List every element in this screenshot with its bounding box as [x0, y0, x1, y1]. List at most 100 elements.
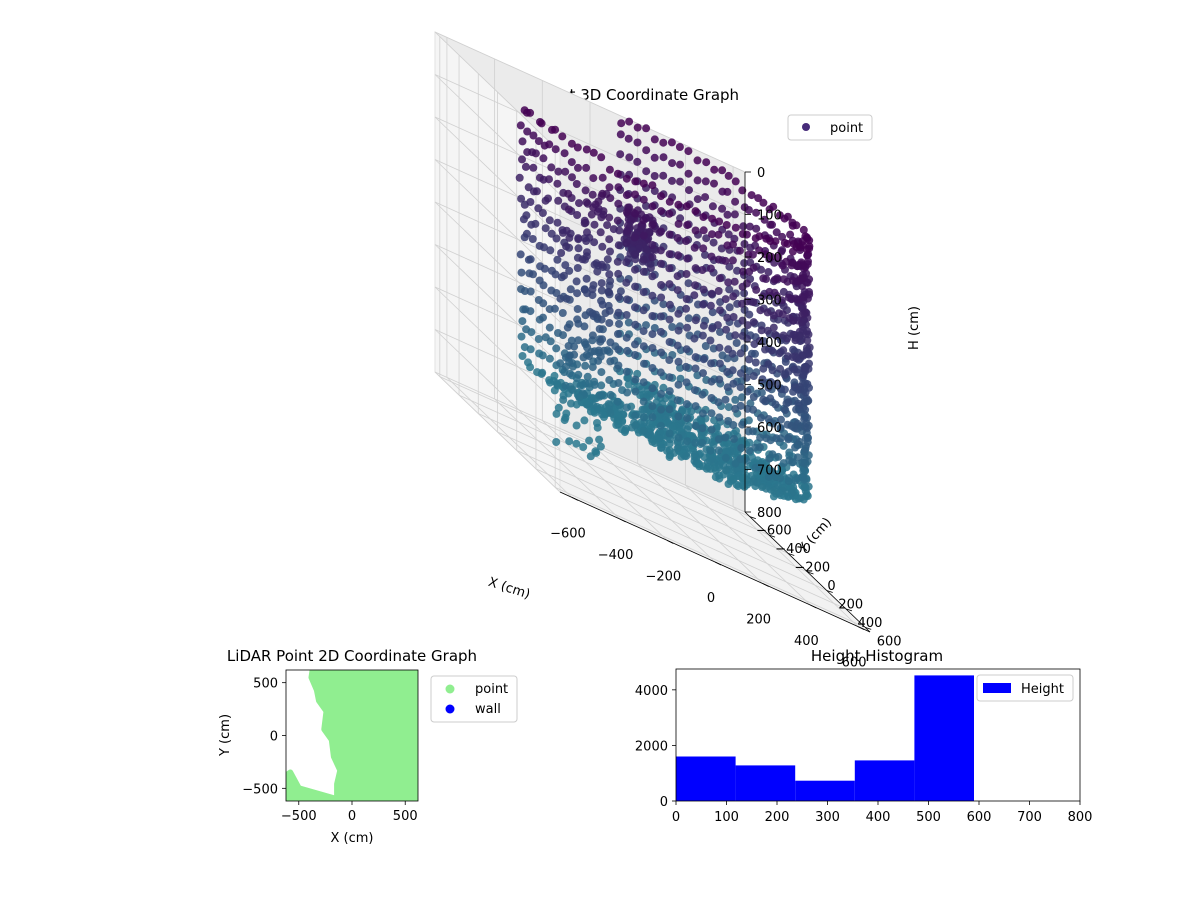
chart-3d-point	[656, 312, 665, 321]
chart-3d-point	[552, 379, 561, 388]
chart-2d-ylabel: Y (cm)	[218, 714, 233, 757]
chart-3d-point	[588, 331, 597, 340]
chart-3d-legend-box	[787, 114, 873, 141]
chart-3d-point	[665, 264, 674, 273]
chart-3d-point	[564, 189, 573, 198]
chart-3d-point	[783, 420, 792, 429]
chart-3d-point	[762, 434, 771, 443]
chart-3d-point	[521, 162, 530, 171]
chart-3d-point	[776, 423, 785, 432]
chart-3d-point	[751, 463, 760, 472]
chart-3d-point	[572, 277, 581, 286]
chart-3d-point	[754, 194, 763, 203]
chart-3d-point	[572, 421, 581, 430]
chart-3d-point	[698, 424, 707, 433]
chart-3d-point	[733, 266, 742, 275]
chart-3d-point	[759, 274, 768, 283]
chart-3d-point	[721, 295, 730, 304]
chart-3d-point	[668, 159, 677, 168]
chart-3d-point	[707, 359, 716, 368]
chart-3d-point	[665, 356, 674, 364]
chart-3d-point	[559, 395, 568, 404]
chart-3d-point	[650, 172, 659, 180]
chart-3d-gridline-y-floor	[497, 431, 808, 573]
chart-3d-point	[761, 250, 770, 259]
chart-3d-point	[573, 143, 582, 152]
chart-3d-point	[648, 220, 657, 229]
chart-3d-point	[769, 311, 778, 320]
chart-3d-point	[588, 291, 597, 300]
chart-3d-point	[674, 357, 683, 366]
chart-3d-point	[624, 373, 633, 382]
chart-3d-point	[805, 236, 814, 245]
chart-3d-point	[616, 130, 625, 139]
chart-3d-point	[708, 308, 717, 317]
chart-3d-point	[539, 299, 548, 308]
chart-3d-point	[603, 221, 612, 230]
chart-3d-point	[691, 316, 700, 325]
chart-3d-point	[716, 306, 724, 315]
chart-3d-point	[778, 261, 787, 270]
chart-3d-tick-y	[865, 627, 872, 630]
chart-3d-point	[659, 300, 668, 309]
chart-3d-point	[646, 264, 655, 272]
chart-3d-point	[729, 475, 738, 483]
chart-3d-point	[614, 361, 623, 370]
chart-3d-point	[690, 457, 699, 466]
chart-3d-tick-label-x: 400	[794, 634, 819, 649]
chart-3d-point	[605, 319, 614, 327]
chart-3d-point	[784, 435, 793, 444]
chart-3d-point	[526, 108, 535, 117]
chart-histogram: Height Histogram 0 100 200 300 400 500 600 700 8…	[635, 647, 1093, 825]
chart-3d-point	[622, 174, 631, 183]
chart-3d-point	[572, 439, 581, 448]
chart-3d-point	[606, 338, 615, 347]
chart-2d-tick-label-y: 0	[270, 730, 278, 745]
chart-2d-legend-label-point: point	[475, 682, 508, 697]
chart-3d-point	[554, 403, 563, 412]
chart-3d-point	[691, 421, 700, 430]
chart-3d-point	[701, 177, 710, 186]
chart-3d-point	[763, 308, 772, 317]
chart-3d-point	[545, 323, 554, 332]
chart-3d-point	[631, 351, 639, 359]
chart-3d-point	[763, 326, 772, 335]
chart-3d-point	[657, 227, 665, 236]
chart-3d-point	[585, 436, 594, 445]
chart-3d-point	[631, 340, 639, 349]
chart-3d-point	[691, 402, 700, 411]
chart-3d-point	[674, 219, 683, 228]
chart-3d-point	[731, 459, 740, 468]
chart-3d-point	[751, 234, 760, 243]
chart-3d-point	[744, 416, 753, 425]
chart-3d-point	[771, 330, 780, 339]
chart-3d-point	[554, 167, 563, 176]
chart-3d-point	[673, 341, 682, 350]
chart-3d-point	[541, 224, 550, 233]
chart-3d-point	[622, 191, 631, 200]
chart-3d-point	[764, 268, 773, 276]
chart-3d-point	[718, 204, 727, 213]
chart-3d-point	[740, 259, 749, 268]
chart-3d-point	[750, 340, 759, 349]
chart-3d-point	[582, 400, 591, 409]
chart-3d-point	[552, 234, 561, 243]
chart-3d-point	[622, 258, 631, 267]
chart-3d-point	[685, 186, 693, 195]
chart-3d-point	[529, 270, 537, 279]
chart-3d-point	[526, 198, 535, 206]
chart-3d-point	[624, 380, 633, 389]
chart-3d-point	[706, 446, 715, 455]
chart-3d-point	[540, 264, 549, 273]
chart-3d-point	[784, 293, 793, 302]
chart-3d-point	[631, 387, 640, 396]
chart-3d-tick-label-x: 600	[842, 656, 867, 671]
chart-3d-tick-label-y: 400	[858, 616, 883, 631]
chart-3d-point	[803, 251, 812, 260]
chart-3d-point	[588, 190, 597, 199]
chart-3d-point	[590, 238, 599, 247]
chart-3d-point	[545, 140, 554, 149]
chart-3d-point	[722, 221, 731, 229]
chart-3d-point	[665, 209, 674, 218]
chart-3d-point	[756, 433, 765, 442]
